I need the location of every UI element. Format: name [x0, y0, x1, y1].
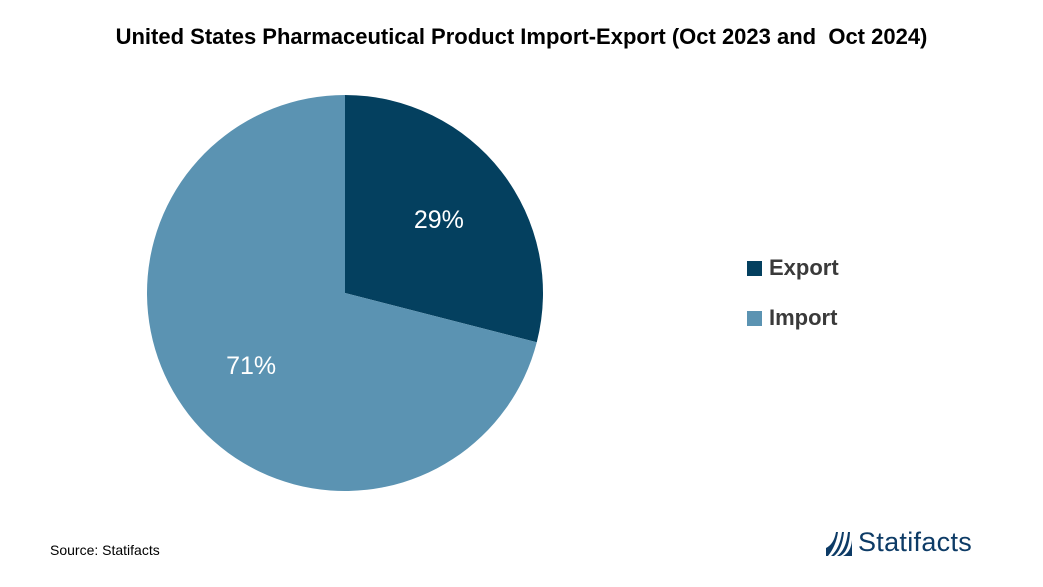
brand-mark[interactable]: Statifacts [824, 527, 972, 558]
legend-item-export[interactable]: Export [747, 254, 839, 282]
legend: Export Import [747, 254, 839, 354]
chart-title: United States Pharmaceutical Product Imp… [115, 24, 928, 49]
pie-label-import: 71% [226, 352, 276, 380]
legend-item-import[interactable]: Import [747, 304, 839, 332]
source-note: Source: Statifacts [50, 542, 160, 558]
pie-label-export: 29% [414, 206, 464, 234]
pie-slices [147, 95, 543, 492]
legend-swatch-import [747, 310, 762, 326]
brand-name: Statifacts [858, 527, 973, 557]
legend-swatch-export [747, 260, 762, 276]
legend-label-export: Export [769, 255, 839, 280]
pie-slice-export[interactable] [345, 95, 543, 343]
legend-label-import: Import [769, 305, 838, 330]
pie-slice-import[interactable] [147, 95, 537, 492]
pie-labels: 29% 71% [226, 206, 464, 380]
statifacts-logo-icon [824, 527, 854, 558]
